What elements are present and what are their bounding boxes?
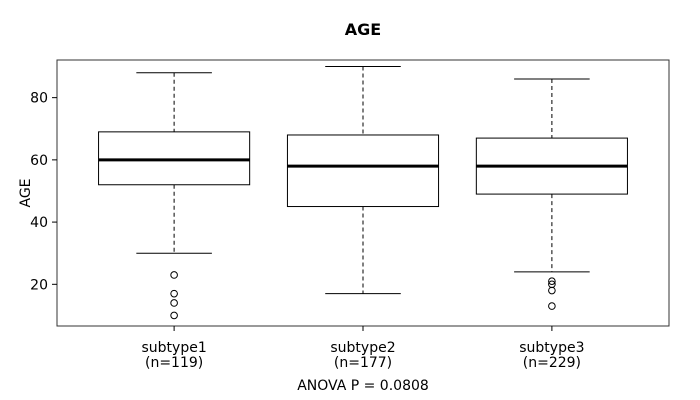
chart-title: AGE — [345, 20, 381, 39]
box-subtype3: subtype3(n=229) — [475, 78, 628, 371]
box-subtype2: subtype2(n=177) — [286, 66, 440, 371]
y-tick-label: 60 — [30, 153, 48, 169]
iqr-box — [98, 131, 251, 186]
box-subtype1: subtype1(n=119) — [98, 72, 251, 371]
y-tick-label: 40 — [30, 215, 48, 231]
y-axis-title: AGE — [18, 178, 34, 207]
group-sublabel: (n=119) — [145, 355, 203, 371]
anova-annotation: ANOVA P = 0.0808 — [297, 378, 429, 394]
outlier-point — [548, 302, 556, 310]
outlier-point — [170, 271, 178, 279]
plot-region: 20406080subtype1(n=119)subtype2(n=177)su… — [30, 59, 670, 371]
outlier-point — [170, 289, 178, 298]
y-tick-label: 80 — [30, 91, 48, 107]
group-sublabel: (n=229) — [523, 355, 581, 371]
y-tick-label: 20 — [30, 277, 48, 293]
group-label: subtype3 — [519, 340, 584, 356]
group-label: subtype2 — [330, 340, 395, 356]
outlier-point — [170, 299, 178, 307]
group-sublabel: (n=177) — [334, 355, 392, 371]
outlier-point — [548, 277, 556, 286]
group-label: subtype1 — [141, 340, 206, 356]
outlier-point — [170, 311, 178, 320]
outlier-point — [548, 286, 556, 295]
iqr-box — [286, 134, 440, 208]
